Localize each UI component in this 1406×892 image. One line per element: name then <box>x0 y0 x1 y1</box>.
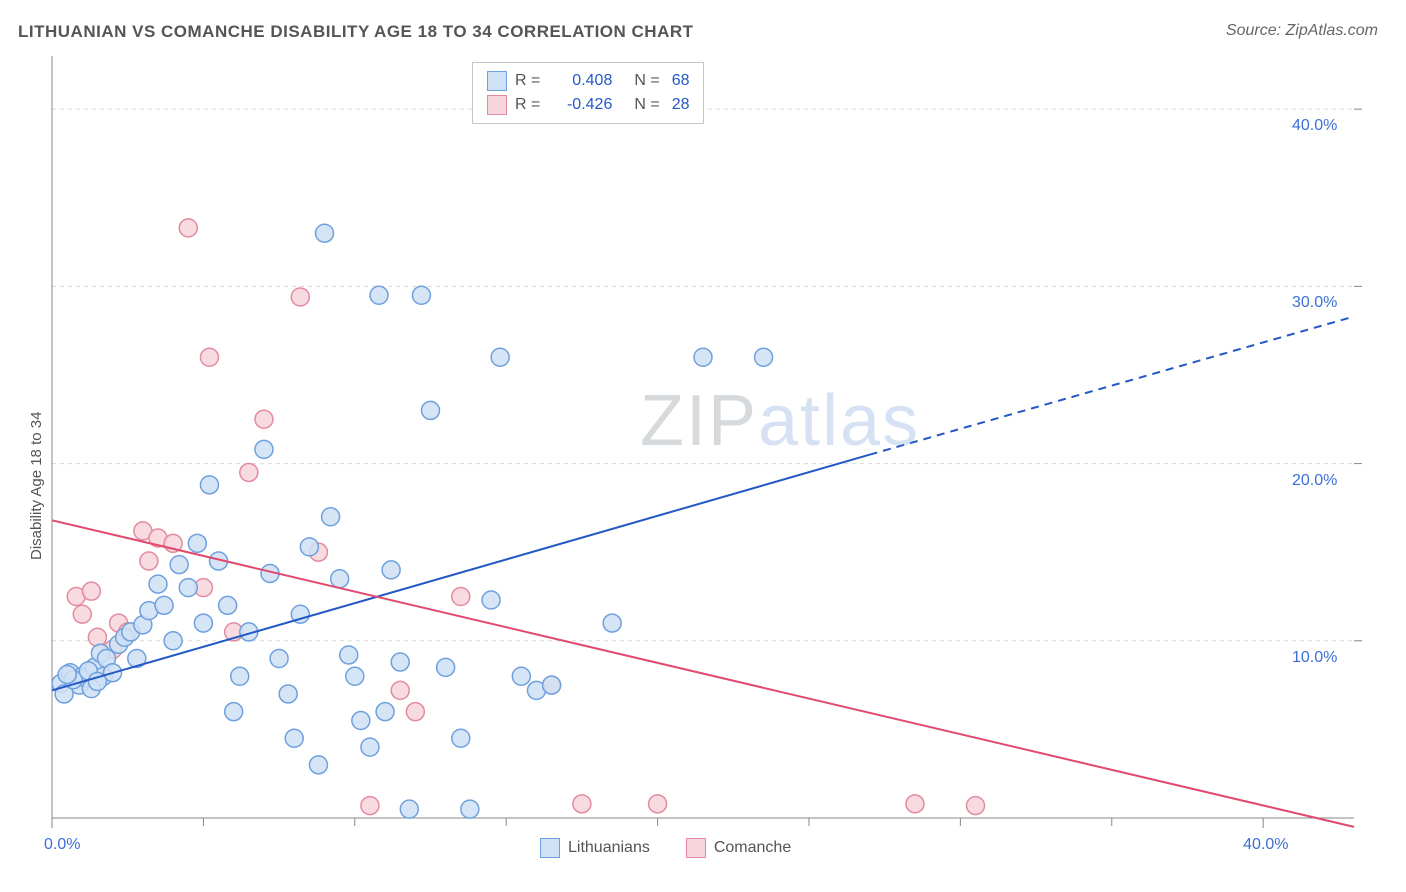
n-label: N = <box>634 72 659 90</box>
r-value: 0.408 <box>548 72 612 90</box>
source-label: Source: ZipAtlas.com <box>1226 22 1378 40</box>
legend-swatch <box>686 838 706 858</box>
legend-label: Comanche <box>714 839 791 857</box>
legend-row: R = -0.426 N = 28 <box>487 93 689 117</box>
legend-row: R = 0.408 N = 68 <box>487 69 689 93</box>
n-value: 68 <box>672 72 690 90</box>
n-value: 28 <box>672 96 690 114</box>
series-legend: Lithuanians Comanche <box>540 838 791 858</box>
correlation-legend: R = 0.408 N = 68 R = -0.426 N = 28 <box>472 62 704 124</box>
r-label: R = <box>515 96 540 114</box>
y-tick-label: 10.0% <box>1292 649 1337 667</box>
chart-title: LITHUANIAN VS COMANCHE DISABILITY AGE 18… <box>18 22 694 42</box>
legend-label: Lithuanians <box>568 839 650 857</box>
legend-swatch <box>487 71 507 91</box>
y-tick-label: 40.0% <box>1292 117 1337 135</box>
legend-swatch <box>487 95 507 115</box>
n-label: N = <box>634 96 659 114</box>
legend-item: Lithuanians <box>540 838 650 858</box>
r-label: R = <box>515 72 540 90</box>
scatter-chart <box>52 56 1354 818</box>
x-tick-label: 0.0% <box>44 836 80 854</box>
chart-container: LITHUANIAN VS COMANCHE DISABILITY AGE 18… <box>0 0 1406 892</box>
r-value: -0.426 <box>548 96 612 114</box>
x-tick-label: 40.0% <box>1243 836 1288 854</box>
legend-item: Comanche <box>686 838 791 858</box>
y-tick-label: 30.0% <box>1292 294 1337 312</box>
legend-swatch <box>540 838 560 858</box>
y-axis-label: Disability Age 18 to 34 <box>28 412 45 560</box>
y-tick-label: 20.0% <box>1292 472 1337 490</box>
